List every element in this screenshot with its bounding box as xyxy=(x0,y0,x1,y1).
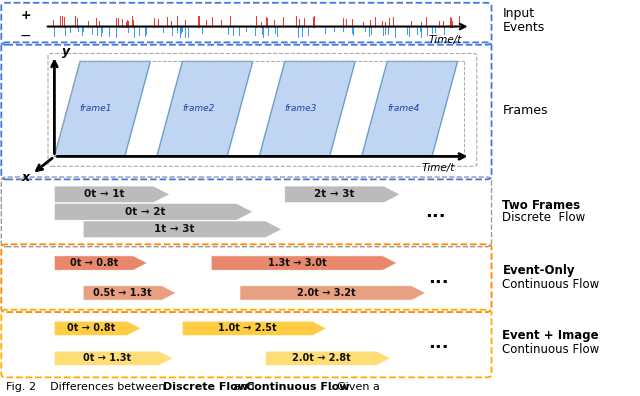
Polygon shape xyxy=(54,186,170,203)
Text: Continuous Flow: Continuous Flow xyxy=(246,382,350,392)
Text: ...: ... xyxy=(428,334,449,352)
Text: Event + Image: Event + Image xyxy=(502,329,599,342)
Text: Frames: Frames xyxy=(502,105,548,117)
Polygon shape xyxy=(54,204,253,220)
Text: Discrete Flow: Discrete Flow xyxy=(163,382,248,392)
Polygon shape xyxy=(240,286,426,300)
Polygon shape xyxy=(285,186,400,203)
Polygon shape xyxy=(182,321,326,335)
Text: 0.5t → 1.3t: 0.5t → 1.3t xyxy=(93,288,152,298)
Text: 1.0t → 2.5t: 1.0t → 2.5t xyxy=(218,324,277,333)
Text: frame3: frame3 xyxy=(285,105,317,113)
Polygon shape xyxy=(259,61,355,156)
Text: frame4: frame4 xyxy=(387,105,419,113)
Text: 1.3t → 3.0t: 1.3t → 3.0t xyxy=(268,258,326,268)
Text: 2.0t → 3.2t: 2.0t → 3.2t xyxy=(296,288,355,298)
Text: Time/t: Time/t xyxy=(422,163,455,173)
Text: −: − xyxy=(20,29,31,43)
Text: Continuous Flow: Continuous Flow xyxy=(502,278,600,291)
Text: Continuous Flow: Continuous Flow xyxy=(502,343,600,356)
Text: Fig. 2    Differences between: Fig. 2 Differences between xyxy=(6,382,170,392)
Text: frame1: frame1 xyxy=(80,105,112,113)
Text: +: + xyxy=(20,10,31,22)
Text: 2.0t → 2.8t: 2.0t → 2.8t xyxy=(292,353,351,363)
Text: 0t → 0.8t: 0t → 0.8t xyxy=(67,324,115,333)
Polygon shape xyxy=(211,256,397,270)
Text: 1t → 3t: 1t → 3t xyxy=(154,224,195,234)
Polygon shape xyxy=(54,321,141,335)
Text: Discrete  Flow: Discrete Flow xyxy=(502,211,586,224)
Text: 0t → 1.3t: 0t → 1.3t xyxy=(83,353,131,363)
Polygon shape xyxy=(83,286,176,300)
Text: Time/t: Time/t xyxy=(428,34,461,45)
Text: and: and xyxy=(230,382,259,392)
Text: y: y xyxy=(63,45,70,58)
Text: 0t → 1t: 0t → 1t xyxy=(84,189,124,200)
Polygon shape xyxy=(157,61,253,156)
Text: x: x xyxy=(22,171,29,184)
Polygon shape xyxy=(54,351,173,366)
Text: . Given a: . Given a xyxy=(330,382,380,392)
Polygon shape xyxy=(362,61,458,156)
Text: Input: Input xyxy=(502,8,534,20)
Text: 0t → 2t: 0t → 2t xyxy=(125,207,166,217)
Polygon shape xyxy=(54,61,150,156)
Polygon shape xyxy=(266,351,390,366)
Text: Event-Only: Event-Only xyxy=(502,265,575,277)
Text: 2t → 3t: 2t → 3t xyxy=(314,189,355,200)
Text: ...: ... xyxy=(425,203,445,221)
Text: ...: ... xyxy=(428,269,449,287)
Text: Events: Events xyxy=(502,21,545,34)
Polygon shape xyxy=(54,256,147,270)
Text: frame2: frame2 xyxy=(182,105,214,113)
Polygon shape xyxy=(83,221,282,238)
Text: Two Frames: Two Frames xyxy=(502,199,580,211)
Text: 0t → 0.8t: 0t → 0.8t xyxy=(70,258,118,268)
